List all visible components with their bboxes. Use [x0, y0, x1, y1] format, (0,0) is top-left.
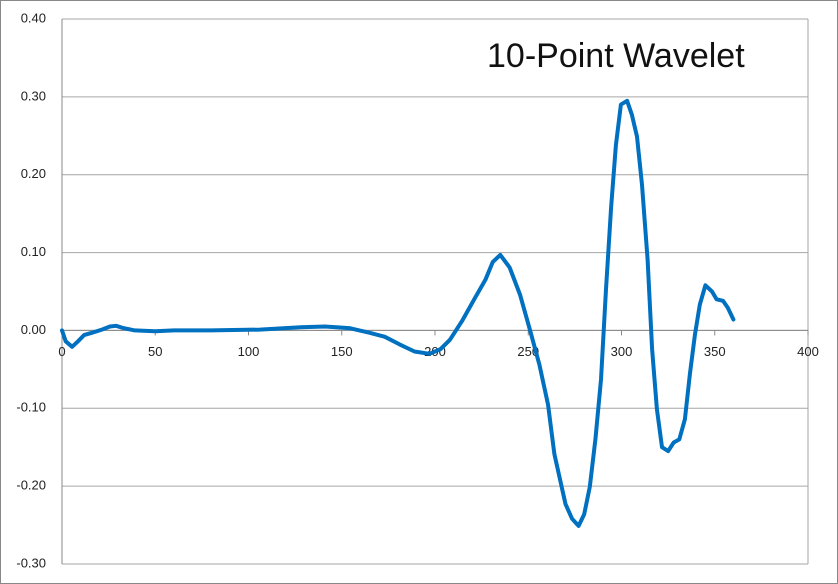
y-tick-label: -0.10: [16, 400, 46, 415]
y-tick-label: 0.40: [21, 10, 46, 25]
data-line: [60, 98, 736, 528]
y-tick-label: -0.30: [16, 555, 46, 570]
y-tick-label: -0.20: [16, 478, 46, 493]
x-tick-label: 150: [331, 344, 353, 359]
y-tick-label: 0.10: [21, 244, 46, 259]
x-tick-label: 50: [148, 344, 162, 359]
x-tick-label: 100: [238, 344, 260, 359]
y-tick-label: 0.20: [21, 166, 46, 181]
chart-title: 10-Point Wavelet: [487, 37, 745, 75]
x-tick-label: 400: [797, 344, 819, 359]
x-tick-label: 350: [704, 344, 726, 359]
y-tick-label: 0.30: [21, 88, 46, 103]
y-tick-label: 0.00: [21, 322, 46, 337]
x-tick-label: 300: [611, 344, 633, 359]
x-tick-label: 0: [58, 344, 65, 359]
